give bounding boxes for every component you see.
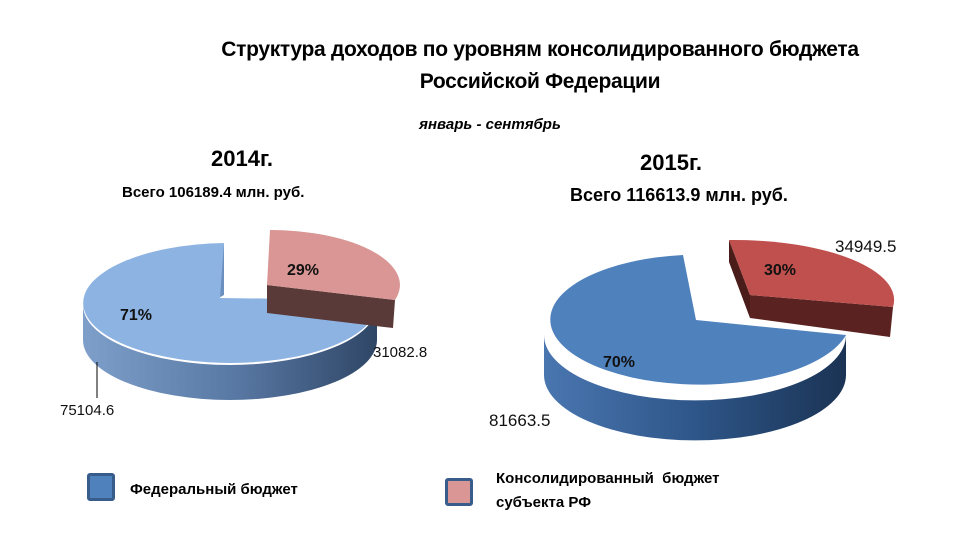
pie-2014-regional-slice [267,230,400,328]
chart-title: Структура доходов по уровням консолидиро… [150,34,930,98]
pie-2015-federal-value: 81663.5 [489,411,551,430]
year-2014-label: 2014г. [211,146,274,171]
pie-2014-regional-percent: 29% [287,262,320,279]
legend-swatch-federal [87,473,115,501]
pie-2014-federal-slice [83,243,378,400]
legend-label-regional-line2: субъекта РФ [496,494,592,511]
pie-2014-regional-value: 31082.8 [373,344,428,361]
chart-title-line2: Российской Федерации [419,70,661,93]
legend-label-regional: Консолидированный бюджет субъекта РФ [496,467,720,515]
year-2015-label: 2015г. [640,150,703,175]
pie-2015-regional-value: 34949.5 [835,237,897,256]
pie-2015-federal-slice [544,255,846,441]
legend-label-regional-line1: Консолидированный бюджет [496,470,720,487]
legend-label-federal: Федеральный бюджет [130,481,298,498]
period-subtitle: январь - сентябрь [419,116,561,133]
total-2014-label: Всего 106189.4 млн. руб. [122,184,305,201]
pie-2015-regional-slice [729,239,895,337]
chart-title-line1: Структура доходов по уровням консолидиро… [221,38,859,61]
pie-2014-federal-percent: 71% [120,307,153,324]
pie-2015-federal-percent: 70% [603,354,636,371]
legend-swatch-regional [445,478,473,506]
pie-2014-federal-value: 75104.6 [60,402,115,419]
total-2015-label: Всего 116613.9 млн. руб. [570,185,788,205]
pie-2015-regional-percent: 30% [764,262,797,279]
